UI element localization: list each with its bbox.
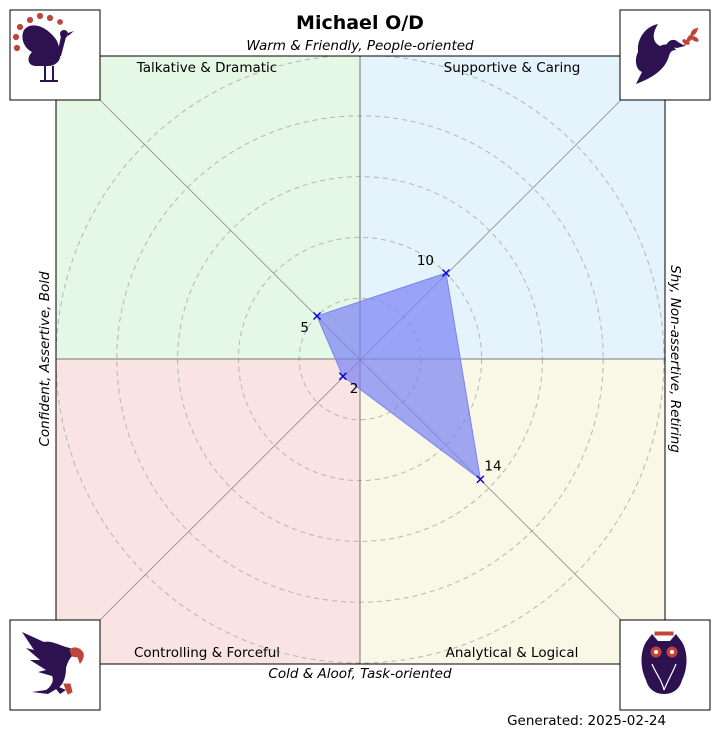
generated-date: Generated: 2025-02-24 bbox=[507, 713, 666, 729]
data-marker-top-right bbox=[441, 269, 450, 278]
quadrant-label-analytical: Analytical & Logical bbox=[446, 645, 579, 661]
data-label-bottom-left: 2 bbox=[350, 381, 359, 397]
data-label-top-left: 5 bbox=[300, 320, 309, 336]
data-labels: 10 14 2 5 bbox=[300, 253, 501, 474]
dove-icon bbox=[619, 9, 711, 101]
data-label-top-right: 10 bbox=[417, 253, 434, 269]
data-marker-top-left bbox=[313, 312, 322, 321]
eagle-icon bbox=[9, 619, 101, 711]
axis-label-top: Warm & Friendly, People-oriented bbox=[246, 38, 474, 54]
axis-label-left: Confident, Assertive, Bold bbox=[37, 271, 53, 447]
quadrant-label-talkative: Talkative & Dramatic bbox=[136, 60, 277, 76]
data-marker-bottom-left bbox=[338, 372, 347, 381]
plot-frame bbox=[55, 55, 666, 665]
data-label-bottom-right: 14 bbox=[484, 458, 501, 474]
data-markers bbox=[313, 269, 485, 484]
owl-icon bbox=[619, 619, 711, 711]
data-marker-bottom-right bbox=[476, 475, 485, 484]
quadrant-label-controlling: Controlling & Forceful bbox=[134, 645, 280, 661]
axis-label-right: Shy, Non-assertive, Retiring bbox=[667, 265, 683, 453]
axis-label-bottom: Cold & Aloof, Task-oriented bbox=[268, 666, 452, 682]
chart-title: Michael O/D bbox=[296, 12, 424, 34]
quadrant-label-supportive: Supportive & Caring bbox=[444, 60, 581, 76]
peacock-icon bbox=[9, 9, 101, 101]
